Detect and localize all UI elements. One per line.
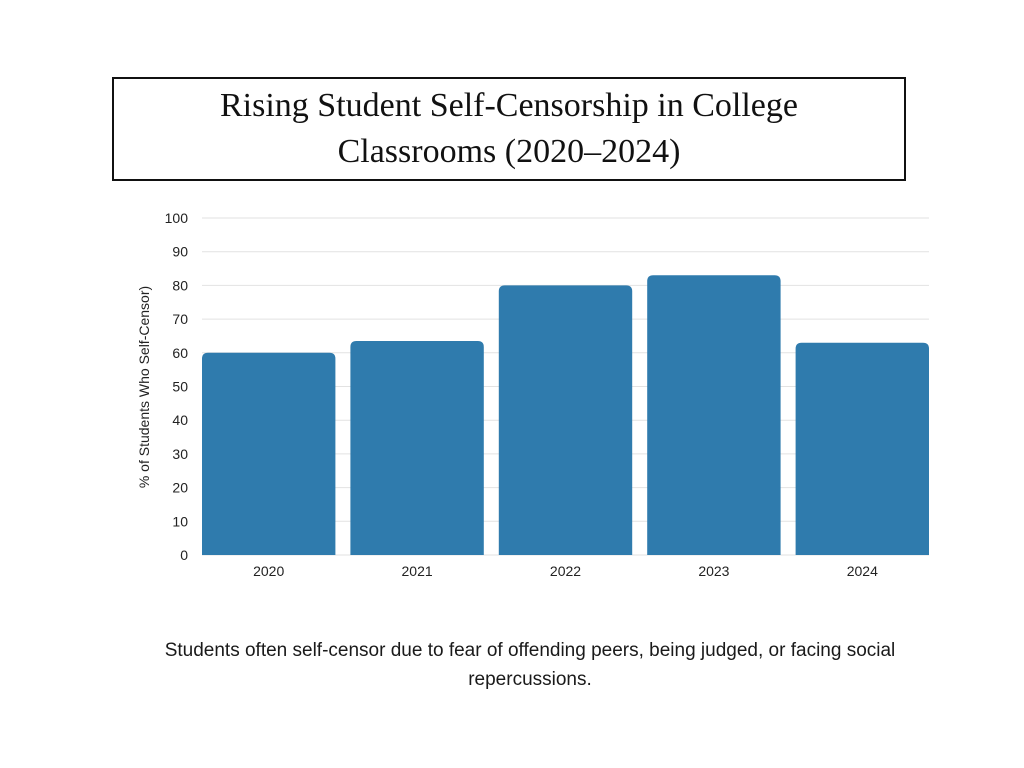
bar-2024 <box>795 342 929 555</box>
y-axis-label: % of Students Who Self-Censor) <box>136 286 152 488</box>
bars <box>202 275 929 555</box>
y-axis-ticks: 0 10 20 30 40 50 60 70 80 90 100 <box>165 210 189 563</box>
y-tick-label: 90 <box>172 244 188 260</box>
x-tick-label: 2023 <box>698 563 729 579</box>
y-tick-label: 30 <box>172 446 188 462</box>
bar-2022 <box>498 285 633 555</box>
chart-title: Rising Student Self-Censorship in Colleg… <box>220 87 798 170</box>
chart-title-box: Rising Student Self-Censorship in Colleg… <box>112 77 906 181</box>
y-tick-label: 80 <box>172 277 188 293</box>
x-tick-label: 2024 <box>847 563 878 579</box>
bar-2020 <box>202 352 336 555</box>
y-tick-label: 100 <box>165 210 189 226</box>
bar-2023 <box>647 275 781 555</box>
x-axis-ticks: 2020 2021 2022 2023 2024 <box>253 563 878 579</box>
y-tick-label: 10 <box>172 513 188 529</box>
y-tick-label: 50 <box>172 379 188 395</box>
x-tick-label: 2022 <box>550 563 581 579</box>
y-tick-label: 0 <box>180 547 188 563</box>
bar-2021 <box>350 341 484 555</box>
y-tick-label: 40 <box>172 412 188 428</box>
x-tick-label: 2021 <box>402 563 433 579</box>
y-tick-label: 70 <box>172 311 188 327</box>
x-tick-label: 2020 <box>253 563 284 579</box>
chart-caption: Students often self-censor due to fear o… <box>164 640 896 690</box>
y-tick-label: 20 <box>172 480 188 496</box>
y-tick-label: 60 <box>172 345 188 361</box>
